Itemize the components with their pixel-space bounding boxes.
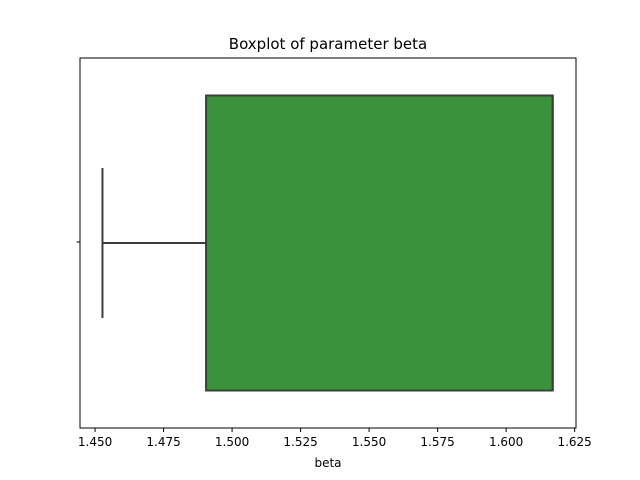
x-tick-label: 1.575 (420, 435, 454, 449)
x-tick-label: 1.625 (557, 435, 591, 449)
plot-area (101, 94, 554, 392)
x-tick-label: 1.500 (215, 435, 249, 449)
x-tick-label: 1.450 (78, 435, 112, 449)
x-tick-label: 1.600 (489, 435, 523, 449)
x-axis-label: beta (314, 456, 341, 470)
chart-title: Boxplot of parameter beta (229, 35, 427, 53)
x-axis-ticks: 1.450 1.475 1.500 1.525 1.550 1.575 1.600 1.625 (78, 428, 592, 449)
axes-frame (79, 57, 577, 429)
x-tick-label: 1.525 (283, 435, 317, 449)
x-tick-label: 1.475 (146, 435, 180, 449)
x-tick-label: 1.550 (352, 435, 386, 449)
iqr-box (205, 94, 554, 392)
